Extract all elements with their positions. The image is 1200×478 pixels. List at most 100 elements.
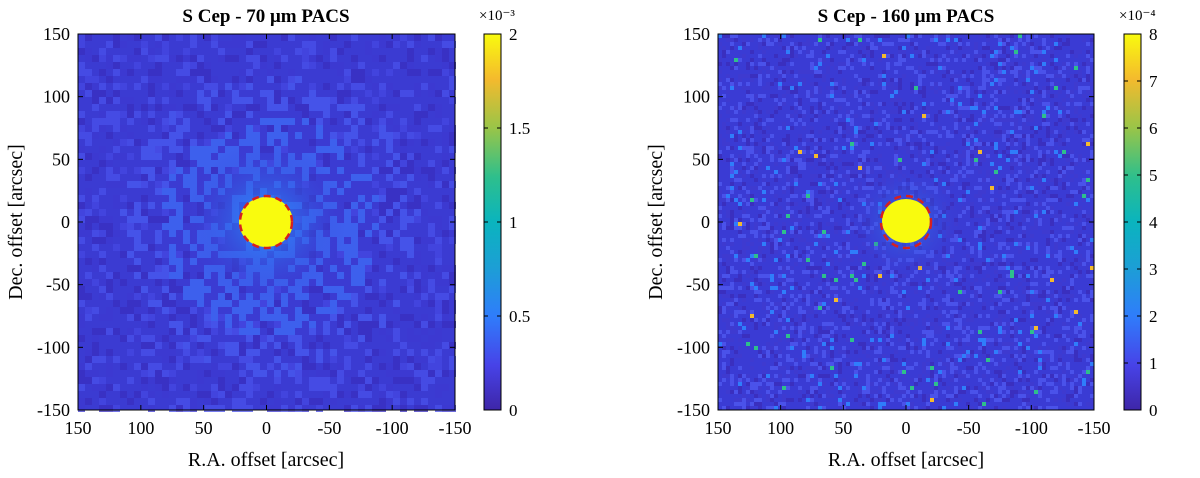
noise-pixel — [435, 125, 442, 132]
noise-pixel — [92, 384, 99, 391]
noise-pixel — [846, 238, 850, 242]
noise-pixel — [946, 130, 950, 134]
noise-pixel — [970, 350, 974, 354]
noise-pixel — [778, 198, 782, 202]
noise-pixel — [718, 306, 722, 310]
noise-pixel — [750, 146, 754, 150]
noise-pixel — [974, 194, 978, 198]
noise-pixel — [1030, 310, 1034, 314]
noise-pixel — [162, 34, 169, 41]
noise-pixel — [810, 326, 814, 330]
noise-pixel — [78, 377, 85, 384]
noise-pixel — [414, 300, 421, 307]
noise-pixel — [127, 111, 134, 118]
noise-pixel — [762, 222, 766, 226]
noise-pixel — [994, 198, 998, 202]
noise-pixel — [1014, 326, 1018, 330]
x-tick-label: 150 — [65, 418, 92, 438]
noise-pixel — [834, 242, 838, 246]
noise-pixel — [854, 246, 858, 250]
noise-pixel — [990, 102, 994, 106]
noise-pixel — [974, 266, 978, 270]
noise-pixel — [846, 162, 850, 166]
noise-pixel — [950, 182, 954, 186]
noise-pixel — [260, 41, 267, 48]
noise-pixel — [162, 384, 169, 391]
noise-pixel — [726, 266, 730, 270]
noise-pixel — [818, 154, 822, 158]
noise-pixel — [85, 125, 92, 132]
noise-pixel — [830, 210, 834, 214]
noise-pixel — [1002, 266, 1006, 270]
noise-pixel — [982, 334, 986, 338]
noise-pixel — [922, 138, 926, 142]
noise-pixel — [1082, 330, 1086, 334]
noise-pixel — [982, 78, 986, 82]
noise-pixel — [826, 170, 830, 174]
noise-pixel — [190, 356, 197, 363]
noise-pixel — [726, 274, 730, 278]
noise-pixel — [169, 321, 176, 328]
noise-pixel — [169, 111, 176, 118]
noise-pixel — [386, 69, 393, 76]
noise-pixel — [922, 322, 926, 326]
noise-pixel — [183, 363, 190, 370]
noise-pixel — [730, 78, 734, 82]
noise-pixel — [878, 46, 882, 50]
noise-pixel — [1046, 134, 1050, 138]
noise-pixel — [190, 314, 197, 321]
noise-pixel — [862, 58, 866, 62]
noise-pixel — [730, 250, 734, 254]
noise-pixel — [190, 258, 197, 265]
noise-pixel — [806, 214, 810, 218]
noise-pixel — [197, 279, 204, 286]
noise-pixel — [730, 174, 734, 178]
noise-pixel — [802, 194, 806, 198]
noise-pixel — [826, 222, 830, 226]
noise-pixel — [734, 258, 738, 262]
noise-pixel — [1082, 170, 1086, 174]
noise-pixel — [966, 338, 970, 342]
noise-pixel — [886, 334, 890, 338]
noise-pixel — [183, 76, 190, 83]
noise-pixel — [78, 405, 85, 412]
noise-pixel — [239, 300, 246, 307]
noise-pixel — [866, 94, 870, 98]
noise-pixel — [938, 86, 942, 90]
noise-pixel — [393, 41, 400, 48]
noise-pixel — [982, 206, 986, 210]
noise-pixel — [295, 342, 302, 349]
noise-pixel — [830, 186, 834, 190]
noise-pixel — [302, 405, 309, 412]
noise-pixel — [938, 146, 942, 150]
noise-pixel — [978, 58, 982, 62]
noise-pixel — [766, 82, 770, 86]
noise-pixel — [774, 326, 778, 330]
noise-pixel — [862, 170, 866, 174]
noise-pixel — [778, 322, 782, 326]
noise-pixel — [302, 111, 309, 118]
noise-pixel — [918, 50, 922, 54]
noise-pixel — [738, 322, 742, 326]
noise-pixel — [718, 290, 722, 294]
noise-pixel — [790, 62, 794, 66]
noise-pixel — [758, 82, 762, 86]
noise-pixel — [1058, 106, 1062, 110]
noise-pixel — [393, 153, 400, 160]
noise-pixel — [842, 98, 846, 102]
noise-pixel — [766, 46, 770, 50]
noise-pixel — [414, 125, 421, 132]
noise-pixel — [766, 70, 770, 74]
noise-pixel — [758, 130, 762, 134]
noise-pixel — [1022, 90, 1026, 94]
noise-pixel — [1038, 294, 1042, 298]
noise-pixel — [134, 328, 141, 335]
noise-pixel — [922, 90, 926, 94]
noise-pixel — [850, 258, 854, 262]
noise-pixel — [232, 90, 239, 97]
noise-pixel — [428, 125, 435, 132]
noise-pixel — [1070, 178, 1074, 182]
noise-pixel — [1074, 158, 1078, 162]
noise-pixel — [858, 286, 862, 290]
noise-pixel — [365, 202, 372, 209]
